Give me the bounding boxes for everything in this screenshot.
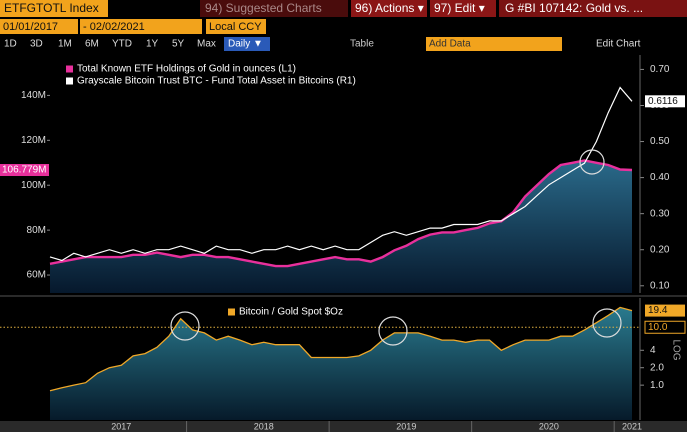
series-line (49, 159, 633, 268)
legend-label: Grayscale Bitcoin Trust BTC - Fund Total… (77, 76, 356, 87)
add-data-box[interactable] (426, 37, 562, 51)
last-value-tag (0, 164, 49, 177)
frequency-button[interactable] (224, 37, 270, 51)
actions-button[interactable] (351, 0, 427, 17)
frequency: Daily ▼ (228, 39, 263, 50)
period-button[interactable]: 3D (30, 39, 43, 50)
currency-box[interactable] (206, 19, 266, 34)
highlight-circle (592, 308, 622, 338)
period-button[interactable]: 1D (4, 39, 17, 50)
period-button[interactable]: 1Y (146, 39, 159, 50)
highlight-circle (579, 149, 605, 175)
x-tick-label: 2021 (622, 421, 642, 431)
y2-tick-label: 0.20 (650, 244, 670, 255)
y-tick-label: 120M (21, 135, 46, 146)
y2-tick-label: 2.0 (650, 362, 664, 373)
currency: Local CCY (209, 21, 262, 33)
start-date: 01/01/2017 (3, 21, 58, 33)
edit-chart-button[interactable]: Edit Chart (596, 39, 641, 50)
legend-label: Total Known ETF Holdings of Gold in ounc… (77, 64, 296, 75)
y2-tick-label: 4 (650, 345, 656, 356)
y2-tick-label: 1.0 (650, 380, 664, 391)
reference-tag (644, 320, 686, 334)
legend-swatch (66, 77, 73, 85)
reference-label: 10.0 (648, 322, 668, 333)
last-value-label: 0.6116 (648, 96, 678, 107)
x-tick-label: 2018 (254, 421, 274, 431)
y2-tick-label: 0.10 (650, 280, 670, 291)
legend-swatch (66, 65, 73, 73)
y-tick-label: 60M (27, 270, 46, 281)
period-button[interactable]: 5Y (172, 39, 185, 50)
table-button[interactable]: Table (350, 39, 374, 50)
y-tick-label: 140M (21, 90, 46, 101)
series-line (49, 306, 633, 392)
title-bar (499, 0, 687, 17)
suggested-button[interactable] (200, 0, 348, 17)
highlight-circle (378, 316, 408, 346)
x-tick-label: 2017 (111, 421, 131, 431)
highlight-circle (170, 311, 200, 341)
x-tick-label: 2019 (396, 421, 416, 431)
y2-tick-label: 0.50 (650, 136, 670, 147)
area (50, 160, 632, 293)
ticker-box[interactable] (0, 0, 108, 17)
last-value-label: 106.779M (2, 165, 46, 176)
legend-label: Bitcoin / Gold Spot $Oz (239, 307, 343, 318)
edit-button[interactable] (430, 0, 496, 17)
actions: 96) Actions ▾ (355, 1, 424, 15)
scale-label: LOG (670, 339, 681, 360)
legend-swatch (228, 308, 235, 316)
last-value-label: 19.4 (648, 305, 668, 316)
y2-tick-label: 0.30 (650, 208, 670, 219)
ticker: ETFGTOTL Index (4, 1, 99, 15)
start-date-box[interactable] (0, 19, 78, 34)
period-button[interactable]: YTD (112, 39, 132, 50)
add-data: Add Data (429, 39, 471, 50)
period-button[interactable]: 6M (85, 39, 99, 50)
period-button[interactable]: Max (197, 39, 216, 50)
x-axis-band (0, 421, 687, 432)
period-button[interactable]: 1M (58, 39, 72, 50)
last-value-tag (645, 304, 685, 317)
period-buttons: 1D 3D 1M 6M YTD 1Y 5Y Max (4, 39, 216, 50)
last-value-tag (645, 95, 685, 108)
y2-tick-label: 0.70 (650, 64, 670, 75)
chart-title: G #BI 107142: Gold vs. ... (505, 1, 643, 15)
x-tick-label: 2020 (539, 421, 559, 431)
y-tick-label: 100M (21, 180, 46, 191)
y-tick-label: 80M (27, 225, 46, 236)
end-date: - 02/02/2021 (83, 21, 145, 33)
edit: 97) Edit ▾ (434, 1, 485, 15)
series-line (49, 86, 633, 262)
end-date-box[interactable] (80, 19, 202, 34)
suggested: 94) Suggested Charts (205, 1, 322, 15)
y2-tick-label: 0.40 (650, 172, 670, 183)
